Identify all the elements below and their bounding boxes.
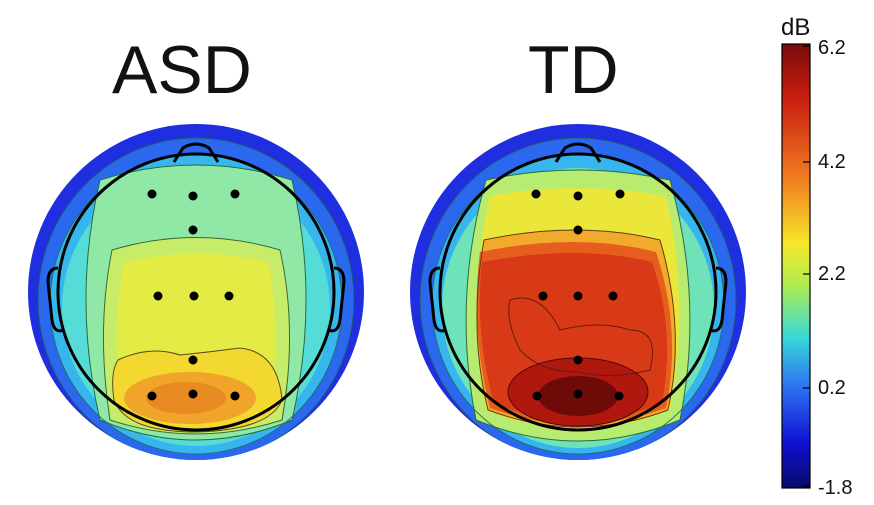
colorbar-tick-label: 6.2 [818,37,846,59]
colorbar-tick-label: 2.2 [818,263,846,285]
colorbar-tick-label: 0.2 [818,377,846,399]
colorbar-unit: dB [781,14,811,41]
colorbar-tick-label: -1.8 [818,477,853,499]
asd-topomap [28,124,364,460]
td-topomap [410,124,746,460]
asd-title: ASD [112,32,252,108]
colorbar-tick-label: 4.2 [818,151,846,173]
colorbar-gradient [781,43,811,489]
colorbar [781,43,811,489]
td-title: TD [528,32,619,108]
